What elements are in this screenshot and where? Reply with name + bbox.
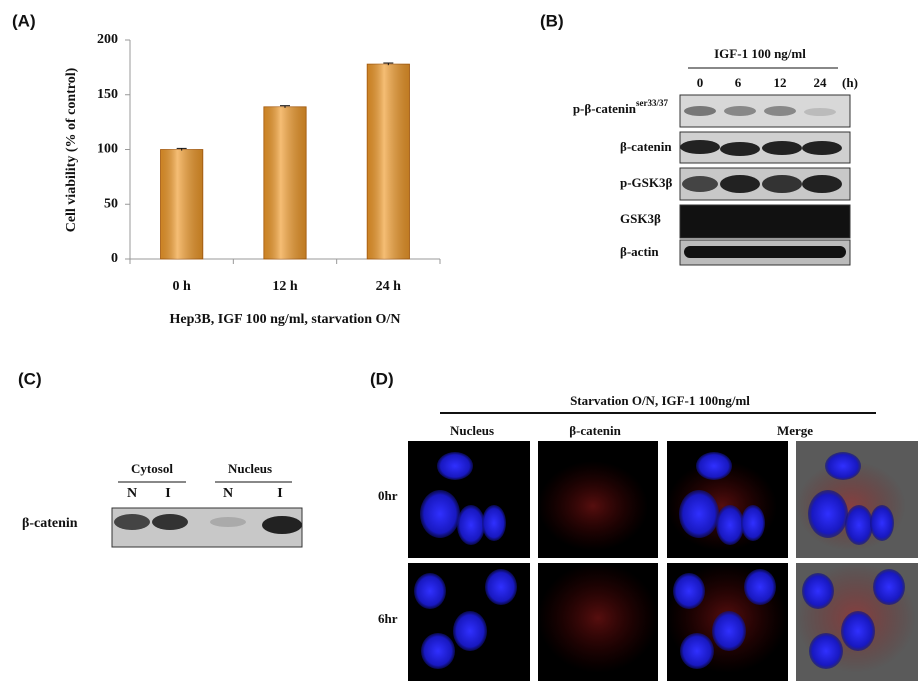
lane-label: 12 [774, 75, 787, 90]
bar-chart: 0 50 100 150 200 0 h 12 h 24 h [97, 32, 441, 294]
lane-label: 0 [697, 75, 704, 90]
row-label: β-catenin [22, 516, 78, 531]
panel-label: (C) [18, 369, 42, 388]
group-label: Nucleus [228, 461, 272, 476]
y-tick-label: 50 [104, 196, 118, 211]
panel-title: Starvation O/N, IGF-1 100ng/ml [570, 393, 750, 408]
x-axis-title: Hep3B, IGF 100 ng/ml, starvation O/N [170, 312, 401, 327]
y-tick-label: 200 [97, 32, 118, 47]
bar-shine [160, 149, 203, 259]
lane-label: I [277, 486, 282, 501]
row-label: 6hr [378, 611, 398, 626]
y-tick-label: 100 [97, 142, 118, 157]
row-label: p-β-cateninser33/37 [573, 98, 669, 116]
row-label: p-GSK3β [620, 175, 673, 190]
group-label: Cytosol [131, 461, 173, 476]
row-label: β-actin [620, 244, 659, 259]
superscript: ser33/37 [636, 98, 668, 108]
bar-shine [367, 64, 410, 259]
column-label: β-catenin [569, 423, 621, 438]
lane-label: 24 [814, 75, 828, 90]
y-tick-label: 150 [97, 87, 118, 102]
panel-label: (D) [370, 369, 394, 388]
row-label: 0hr [378, 488, 398, 503]
lane-label: N [223, 486, 233, 501]
panel-label: (B) [540, 11, 564, 30]
bar-shine [263, 106, 307, 259]
x-tick-label: 24 h [376, 279, 402, 294]
lane-label: I [165, 486, 170, 501]
lane-label: N [127, 486, 137, 501]
x-tick-label: 0 h [173, 279, 192, 294]
unit: (h) [842, 75, 858, 90]
column-label: Nucleus [450, 423, 494, 438]
y-tick-label: 0 [111, 251, 118, 266]
micrographs [408, 441, 918, 681]
blot [111, 507, 303, 548]
x-tick-label: 12 h [272, 279, 298, 294]
row-name: p-β-catenin [573, 101, 637, 116]
column-label: Merge [777, 423, 813, 438]
row-label: GSK3β [620, 211, 661, 226]
lane-label: 6 [735, 75, 742, 90]
row-label: β-catenin [620, 139, 672, 154]
y-axis-title: Cell viability (% of control) [64, 67, 79, 232]
panel-label: (A) [12, 11, 36, 30]
blots [679, 94, 851, 266]
treatment: IGF-1 100 ng/ml [714, 46, 806, 61]
